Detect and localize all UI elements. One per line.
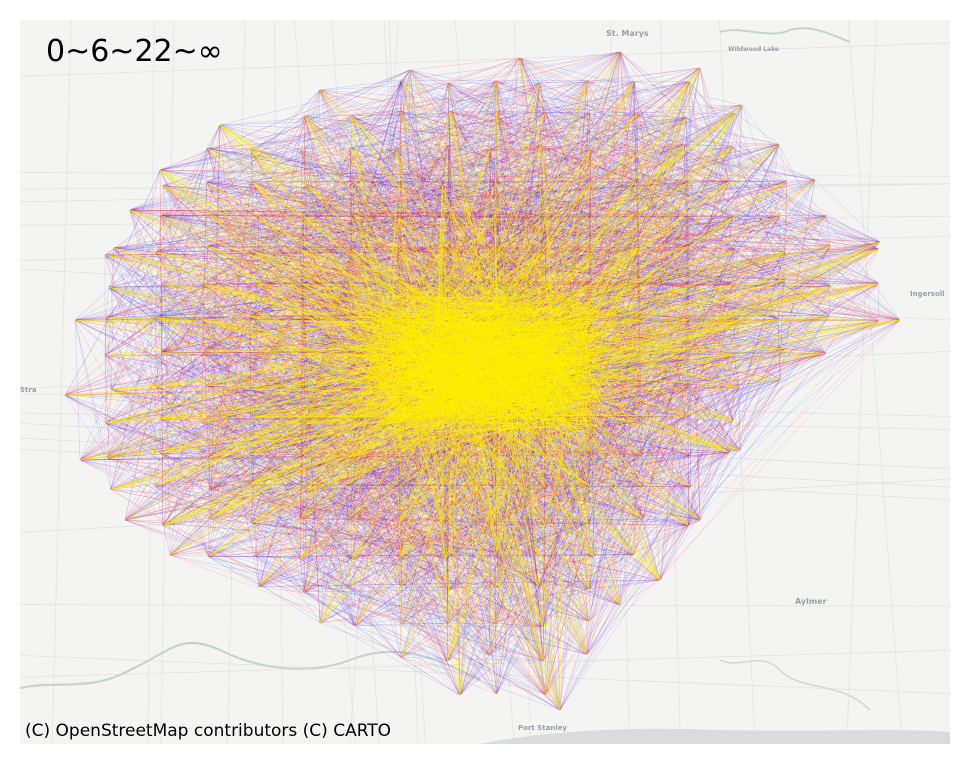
map-view[interactable]: St. Marys Wildwood Lake Ingersoll Stra A… <box>20 20 950 744</box>
place-label-st-marys: St. Marys <box>606 29 649 38</box>
od-network <box>64 51 901 711</box>
place-label-wildwood-lake: Wildwood Lake <box>728 46 779 53</box>
place-label-ingersoll: Ingersoll <box>910 290 945 298</box>
map-canvas[interactable]: St. Marys Wildwood Lake Ingersoll Stra A… <box>20 20 950 744</box>
legend-label: 0~6~22~∞ <box>46 34 223 69</box>
lake-shore-path <box>719 27 851 43</box>
place-label-stratford: Stra <box>20 386 37 394</box>
place-label-aylmer: Aylmer <box>795 597 827 606</box>
creek-path <box>719 659 871 711</box>
lake-erie-water <box>480 728 950 744</box>
river-path <box>20 641 481 690</box>
place-label-port-stanley: Port Stanley <box>518 724 567 732</box>
map-attribution: (C) OpenStreetMap contributors (C) CARTO <box>25 721 392 741</box>
